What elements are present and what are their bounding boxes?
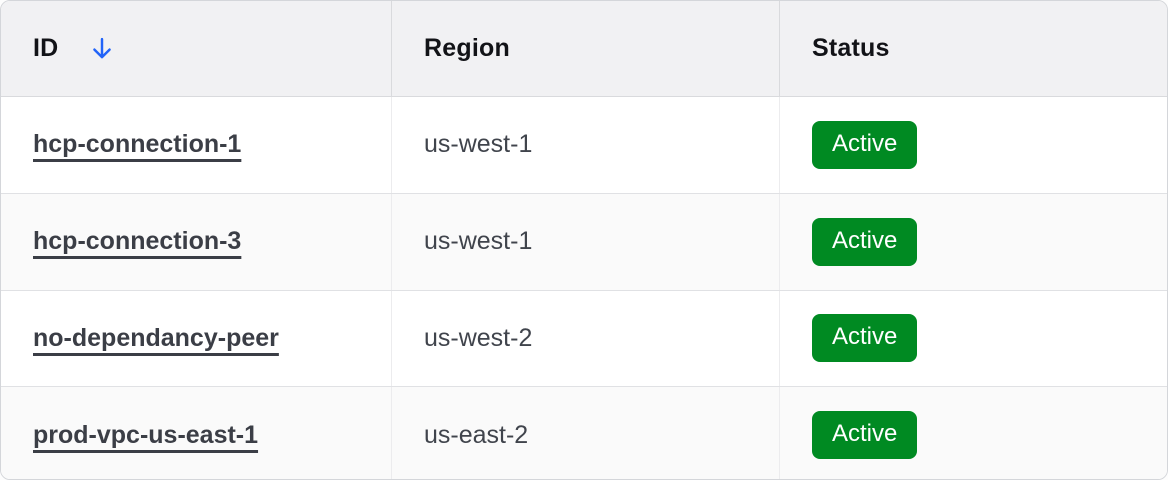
column-header-status-label: Status [812,34,890,62]
region-cell: us-west-1 [391,97,779,193]
column-header-status: Status [779,1,1167,96]
status-badge: Active [812,314,918,363]
region-value: us-east-2 [424,420,529,449]
column-header-region: Region [391,1,779,96]
column-header-id[interactable]: ID [1,1,391,96]
region-value: us-west-1 [424,227,533,256]
status-cell: Active [779,290,1167,387]
region-cell: us-west-2 [391,290,779,387]
region-cell: us-west-1 [391,193,779,290]
status-badge: Active [812,120,918,169]
region-value: us-west-2 [424,323,533,352]
row-id-link[interactable]: prod-vpc-us-east-1 [33,420,259,449]
status-badge: Active [812,217,918,266]
id-cell: hcp-connection-1 [1,97,391,193]
table-row: hcp-connection-3 us-west-1 Active [1,193,1167,291]
status-badge: Active [812,411,918,460]
status-cell: Active [779,193,1167,290]
table-row: prod-vpc-us-east-1 us-east-2 Active [1,387,1167,479]
column-header-region-label: Region [424,34,510,62]
column-header-id-label: ID [33,34,59,62]
id-cell: no-dependancy-peer [1,291,391,387]
arrow-down-icon[interactable] [88,34,116,64]
region-cell: us-east-2 [391,387,779,479]
id-cell: hcp-connection-3 [1,194,391,290]
row-id-link[interactable]: hcp-connection-1 [33,130,242,159]
table-row: no-dependancy-peer us-west-2 Active [1,290,1167,388]
status-cell: Active [779,97,1167,193]
row-id-link[interactable]: hcp-connection-3 [33,227,242,256]
table-header-row: ID Region Status [1,1,1167,97]
status-cell: Active [779,387,1167,479]
region-value: us-west-1 [424,130,533,159]
row-id-link[interactable]: no-dependancy-peer [33,323,279,352]
table-row: hcp-connection-1 us-west-1 Active [1,97,1167,194]
id-cell: prod-vpc-us-east-1 [1,387,391,479]
